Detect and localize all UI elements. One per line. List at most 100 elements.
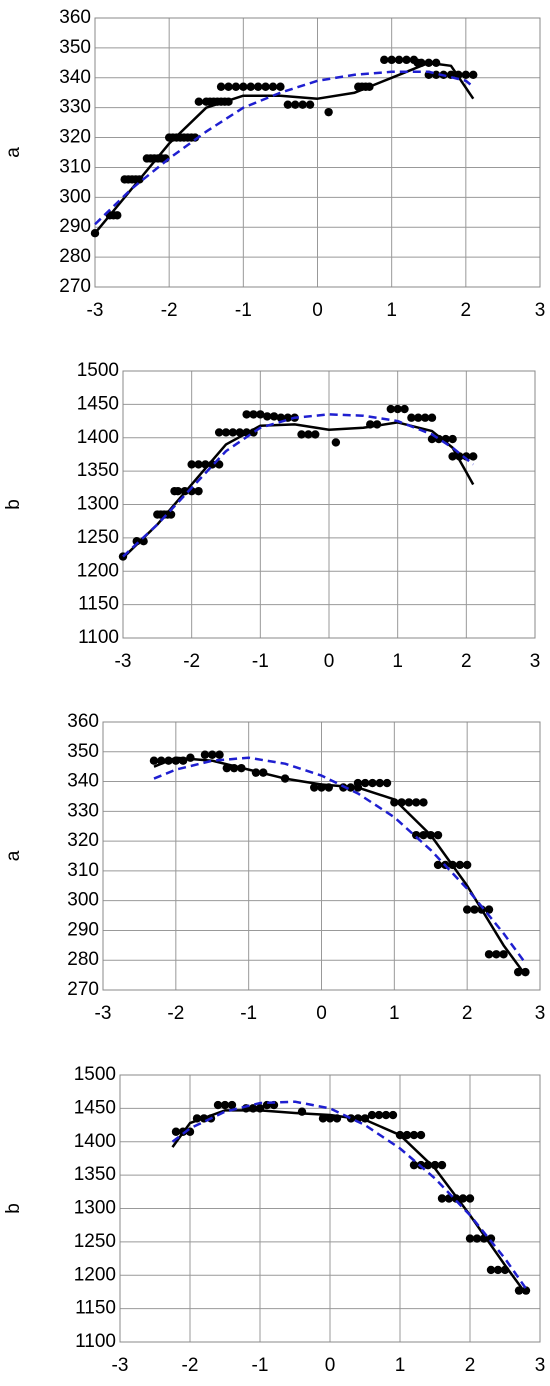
x-tick-label: -2 — [161, 300, 178, 321]
y-tick-label: 360 — [67, 711, 99, 732]
data-point — [419, 798, 428, 807]
data-point — [353, 778, 363, 788]
x-tick-label: -1 — [235, 300, 252, 321]
data-point — [215, 750, 224, 759]
fit-line — [122, 421, 475, 559]
data-point — [437, 1194, 447, 1203]
data-point — [221, 428, 231, 437]
data-point — [465, 1194, 475, 1203]
data-point — [231, 82, 241, 91]
data-point — [433, 830, 443, 840]
data-point — [400, 404, 409, 414]
data-point — [458, 1194, 468, 1203]
y-tick-label: 1250 — [77, 527, 119, 548]
y-tick-label: 1150 — [78, 594, 119, 615]
x-tick-label: 3 — [530, 651, 541, 672]
x-tick-label: 2 — [462, 1003, 473, 1024]
x-tick-label: -3 — [115, 651, 132, 672]
data-point — [268, 82, 278, 91]
data-point — [419, 830, 428, 840]
x-tick-label: -2 — [182, 1355, 199, 1376]
data-point — [305, 100, 315, 109]
data-point — [253, 82, 263, 91]
data-point — [149, 756, 159, 765]
y-tick-label: 350 — [59, 37, 91, 58]
x-tick-label: 0 — [325, 1355, 336, 1376]
y-tick-label: 1350 — [74, 1164, 116, 1185]
dashed-fit-line — [153, 756, 527, 964]
data-point — [414, 413, 423, 422]
data-point — [381, 1110, 391, 1120]
data-point — [256, 410, 265, 419]
dashed-fit-line — [122, 413, 474, 558]
data-point — [484, 905, 494, 914]
data-point — [431, 70, 441, 79]
x-tick-label: -3 — [95, 1003, 112, 1024]
y-tick-label: 1300 — [74, 1198, 116, 1219]
data-point — [367, 1110, 377, 1120]
x-tick-label: 1 — [392, 651, 403, 672]
x-tick-label: 0 — [316, 1003, 327, 1024]
data-point — [409, 1160, 419, 1170]
y-tick-label: 310 — [59, 156, 91, 177]
y-axis-label: b — [3, 499, 24, 510]
data-point — [407, 413, 416, 422]
y-tick-label: 290 — [67, 919, 99, 940]
data-point — [393, 404, 402, 414]
x-tick-label: 1 — [389, 1003, 400, 1024]
data-point — [484, 950, 494, 959]
data-point — [375, 778, 384, 788]
data-point — [263, 412, 272, 421]
y-tick-label: 320 — [59, 127, 91, 148]
data-point — [416, 1130, 426, 1140]
y-tick-label: 1400 — [77, 427, 119, 448]
data-point — [462, 860, 472, 870]
data-point — [409, 1130, 419, 1140]
y-tick-label: 310 — [67, 860, 99, 881]
y-tick-label: 1450 — [74, 1097, 116, 1118]
data-point — [448, 434, 457, 444]
data-point — [380, 55, 389, 65]
data-point — [388, 1110, 398, 1120]
y-tick-label: 1200 — [74, 1264, 116, 1285]
y-tick-label: 1500 — [77, 360, 119, 381]
x-tick-label: -2 — [183, 651, 200, 672]
y-tick-label: 300 — [59, 186, 91, 207]
data-point — [433, 860, 443, 870]
data-point — [427, 413, 437, 422]
y-tick-label: 1100 — [78, 627, 119, 648]
data-point — [214, 428, 224, 437]
data-point — [387, 55, 396, 65]
dashed-fit-line — [171, 1100, 528, 1290]
y-tick-label: 270 — [67, 979, 99, 1000]
data-point — [304, 430, 313, 439]
data-point — [310, 783, 319, 792]
y-tick-label: 340 — [67, 771, 99, 792]
x-tick-label: -1 — [240, 1003, 257, 1024]
y-tick-label: 350 — [67, 741, 99, 762]
data-point — [493, 1265, 503, 1275]
x-tick-label: 0 — [312, 300, 323, 321]
y-tick-label: 320 — [67, 830, 99, 851]
data-point — [283, 100, 293, 109]
y-tick-label: 1300 — [77, 494, 119, 515]
data-point — [239, 82, 248, 91]
data-point — [462, 905, 472, 914]
data-point — [224, 82, 233, 91]
data-point — [173, 486, 183, 496]
y-tick-label: 1250 — [74, 1231, 116, 1252]
data-point — [465, 1234, 475, 1243]
data-point — [318, 1114, 328, 1123]
data-point — [469, 452, 478, 461]
plot-frame — [122, 370, 536, 639]
data-point — [291, 100, 300, 109]
data-point — [113, 211, 122, 220]
data-point — [194, 97, 204, 106]
y-tick-label: 360 — [59, 7, 91, 28]
data-point — [368, 778, 377, 788]
plot-frame — [119, 1074, 541, 1343]
y-tick-label: 280 — [67, 949, 99, 970]
data-point — [249, 410, 258, 419]
data-point — [492, 950, 501, 959]
